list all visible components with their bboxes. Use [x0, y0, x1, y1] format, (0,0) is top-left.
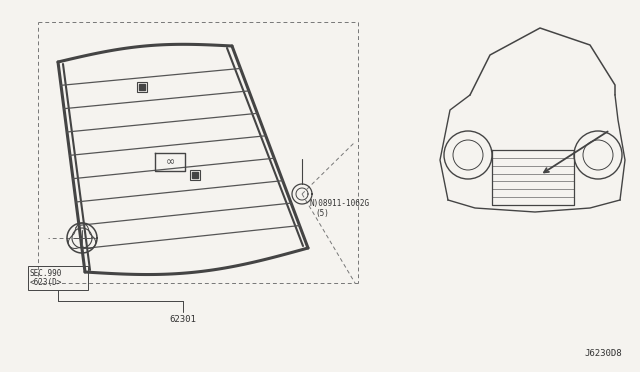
Text: SEC.990: SEC.990: [30, 269, 62, 278]
Text: J6230D8: J6230D8: [584, 349, 622, 358]
Text: ∞: ∞: [165, 157, 175, 167]
Text: (5): (5): [315, 209, 329, 218]
Text: 62301: 62301: [170, 315, 196, 324]
Bar: [28, 266, 88, 290]
Text: N)08911-1062G: N)08911-1062G: [310, 199, 370, 208]
Text: <623(D>: <623(D>: [30, 278, 62, 287]
